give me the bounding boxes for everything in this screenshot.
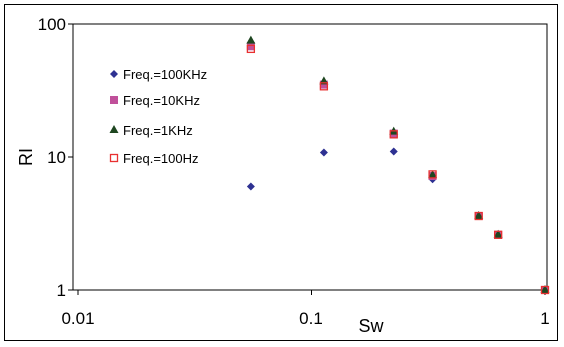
data-point-s1-p1 [319, 80, 328, 89]
data-point-s3-p4 [474, 211, 483, 221]
legend-label-1khz: Freq.=1KHz [123, 123, 193, 138]
y-tick-label-100: 100 [38, 15, 66, 34]
x-axis-label: Sw [358, 316, 384, 336]
data-point-s2-p4 [474, 211, 484, 220]
data-point-s3-p2 [389, 130, 398, 139]
x-tick-label-0.1: 0.1 [299, 309, 323, 328]
data-point-s3-p3 [428, 170, 437, 179]
legend-label-10khz: Freq.=10KHz [123, 93, 200, 108]
legend-markers [109, 70, 119, 163]
legend-marker-s3 [109, 153, 119, 163]
data-point-s0-p2 [389, 147, 398, 156]
data-point-s2-p0 [246, 35, 256, 44]
data-point-s0-p0 [246, 182, 255, 191]
x-tick-label-1: 1 [540, 309, 549, 328]
legend-marker-s1 [110, 96, 118, 104]
legend-label-100khz: Freq.=100KHz [123, 67, 207, 82]
data-point-s1-p0 [246, 42, 255, 51]
y-tick-label-1: 1 [57, 281, 66, 300]
data-point-s3-p5 [493, 230, 503, 239]
data-point-s2-p5 [493, 229, 503, 238]
legend-label-100hz: Freq.=100Hz [123, 151, 199, 166]
data-point-s2-p6 [540, 285, 550, 293]
legend: Freq.=100KHz Freq.=10KHz Freq.=1KHz Freq… [109, 67, 207, 166]
legend-marker-s2 [109, 125, 119, 133]
data-point-s0-p1 [319, 148, 328, 157]
data-point-s2-p3 [428, 170, 438, 179]
legend-marker-s0 [110, 70, 118, 78]
data-point-s3-p1 [319, 82, 329, 91]
data-point-s3-p6 [540, 285, 550, 295]
y-axis-label: RI [16, 148, 36, 166]
x-tick-label-0.01: 0.01 [61, 309, 94, 328]
data-point-s3-p0 [246, 44, 256, 54]
plot-area [72, 23, 548, 291]
y-tick-label-10: 10 [47, 148, 66, 167]
data-points [246, 35, 550, 295]
